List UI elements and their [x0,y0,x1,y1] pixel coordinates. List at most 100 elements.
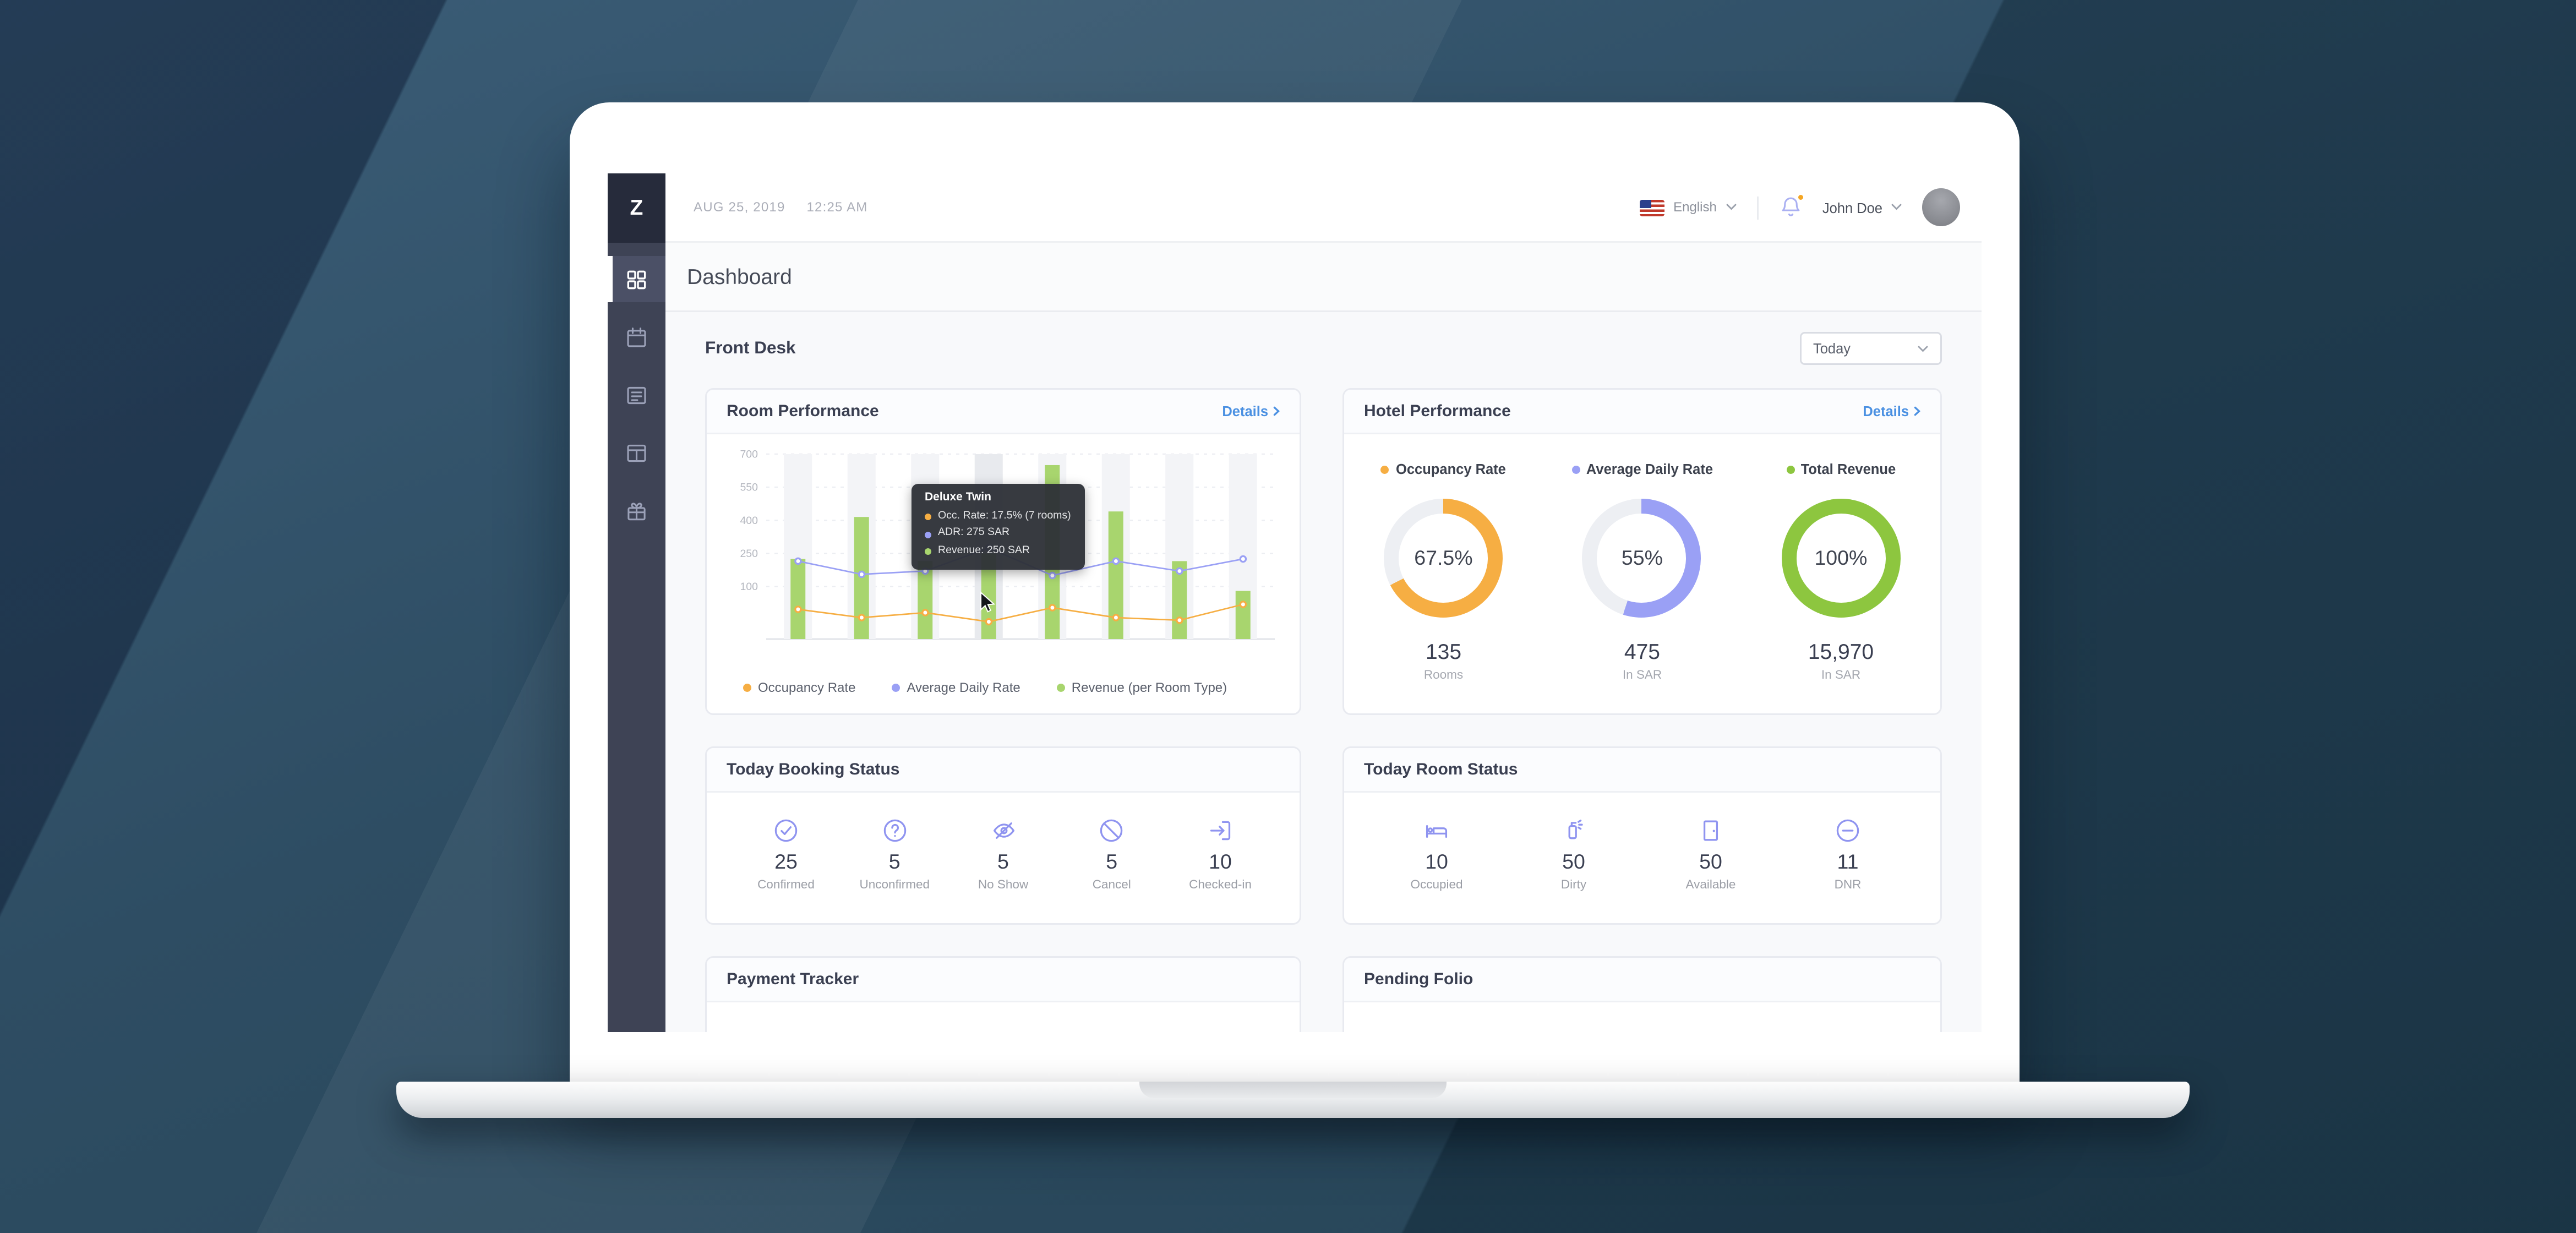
topbar: Z AUG 25, 2019 12:25 AM English [608,173,1982,243]
today-booking-status-card: Today Booking Status 25 Co [705,746,1301,925]
metric-label: Average Daily Rate [1586,461,1713,477]
legend-item: Average Daily Rate [892,680,1020,695]
status-value: 5 [1106,850,1118,874]
revenue-donut-chart: 100% [1781,499,1901,618]
status-value: 5 [888,850,900,874]
svg-text:250: 250 [740,548,758,560]
metric-value: 475 [1624,639,1661,664]
legend-dot [743,684,751,692]
metric-average-daily-rate: Average Daily Rate 55% 475 In SAR [1543,461,1742,682]
user-menu[interactable]: John Doe [1822,199,1902,216]
room-available: 50 Available [1674,817,1747,892]
language-selector[interactable]: English [1640,199,1737,216]
legend-dot [892,684,900,692]
occupied-icon [1426,825,1448,838]
room-performance-card: Room Performance Details 100 250 400 550 700 [705,388,1301,715]
hotel-performance-card: Hotel Performance Details [1342,388,1942,715]
date-range-value: Today [1813,340,1851,357]
app-logo[interactable]: Z [608,173,665,242]
donut-percent: 67.5% [1414,547,1473,570]
status-label: Confirmed [757,877,815,892]
status-label: Dirty [1560,877,1587,892]
metric-unit: In SAR [1821,667,1861,682]
metric-legend: Occupancy Rate [1381,461,1506,477]
room-occupied: 10 Occupied [1400,817,1473,892]
dirty-icon [1568,820,1583,839]
legend-label: Occupancy Rate [758,680,856,695]
mouse-cursor [980,591,996,613]
status-label: Cancel [1092,877,1131,892]
metric-total-revenue: Total Revenue 100% 15,970 In SAR [1742,461,1940,682]
tooltip-dot [925,514,931,521]
sidebar-item-folio[interactable] [608,372,665,418]
datetime: AUG 25, 2019 12:25 AM [694,200,868,215]
svg-text:700: 700 [740,448,758,460]
date-label: AUG 25, 2019 [694,200,785,215]
status-value: 50 [1562,850,1585,874]
metric-legend: Average Daily Rate [1571,461,1713,477]
section-title: Front Desk [705,339,796,358]
sidebar-item-calendar[interactable] [608,314,665,360]
metric-legend: Total Revenue [1786,461,1896,477]
sidebar-item-housekeeping[interactable] [608,487,665,533]
details-label: Details [1222,403,1268,419]
booking-cancel: 5 Cancel [1076,817,1148,892]
sidebar [608,243,665,1032]
status-value: 25 [774,850,798,874]
bell-icon [1781,197,1799,216]
donut-percent: 55% [1621,547,1663,570]
content-area: Front Desk Today Room Per [665,312,1982,1032]
cancel-icon [1100,819,1123,842]
metric-label: Total Revenue [1800,461,1896,477]
dnr-icon [1836,819,1859,842]
grid-icon [627,270,646,288]
card-title: Pending Folio [1364,970,1473,989]
booking-unconfirmed: 5 Unconfirmed [858,817,931,892]
us-flag-icon [1640,199,1666,216]
status-label: No Show [978,877,1029,892]
card-title: Hotel Performance [1364,402,1511,421]
booking-confirmed: 25 Confirmed [750,817,822,892]
status-label: Occupied [1410,877,1463,892]
language-label: English [1673,200,1717,215]
chevron-down-icon [1891,204,1902,210]
status-value: 10 [1209,850,1232,874]
available-icon [1703,820,1718,841]
metric-unit: Rooms [1423,667,1464,682]
sidebar-item-rooms[interactable] [608,429,665,476]
payment-tracker-card: Payment Tracker [705,956,1301,1032]
status-label: DNR [1834,877,1862,892]
unconfirmed-icon [883,819,906,842]
chevron-down-icon [1918,345,1928,351]
tooltip-row: ADR: 275 SAR [925,526,1071,543]
status-value: 5 [997,850,1009,874]
occupancy-donut-chart: 67.5% [1384,499,1503,618]
laptop-mockup: Z AUG 25, 2019 12:25 AM English [396,102,2190,1118]
notification-badge [1795,193,1804,201]
metric-occupancy-rate: Occupancy Rate 67.5% 135 Rooms [1344,461,1543,682]
sidebar-item-dashboard[interactable] [608,256,665,302]
legend-dot [1786,465,1794,473]
details-label: Details [1863,403,1909,419]
room-performance-details-link[interactable]: Details [1222,403,1280,419]
no-show-icon [992,822,1014,839]
metric-label: Occupancy Rate [1396,461,1506,477]
card-title: Payment Tracker [727,970,859,989]
status-label: Available [1685,877,1736,892]
date-range-select[interactable]: Today [1800,332,1942,365]
avatar[interactable] [1922,188,1960,226]
today-room-status-card: Today Room Status 10 Occup [1342,746,1942,925]
adr-donut-chart: 55% [1582,499,1702,618]
svg-text:100: 100 [740,581,758,593]
card-title: Room Performance [727,402,879,421]
page-title: Dashboard [687,264,792,289]
tooltip-dot [925,531,931,538]
confirmed-icon [774,819,798,842]
user-name: John Doe [1822,199,1882,216]
status-label: Checked-in [1189,877,1252,892]
tooltip-row: Occ. Rate: 17.5% (7 rooms) [925,509,1071,526]
hotel-performance-details-link[interactable]: Details [1863,403,1920,419]
status-value: 11 [1837,850,1859,874]
notifications-button[interactable] [1778,193,1804,220]
legend-dot [1571,465,1580,473]
